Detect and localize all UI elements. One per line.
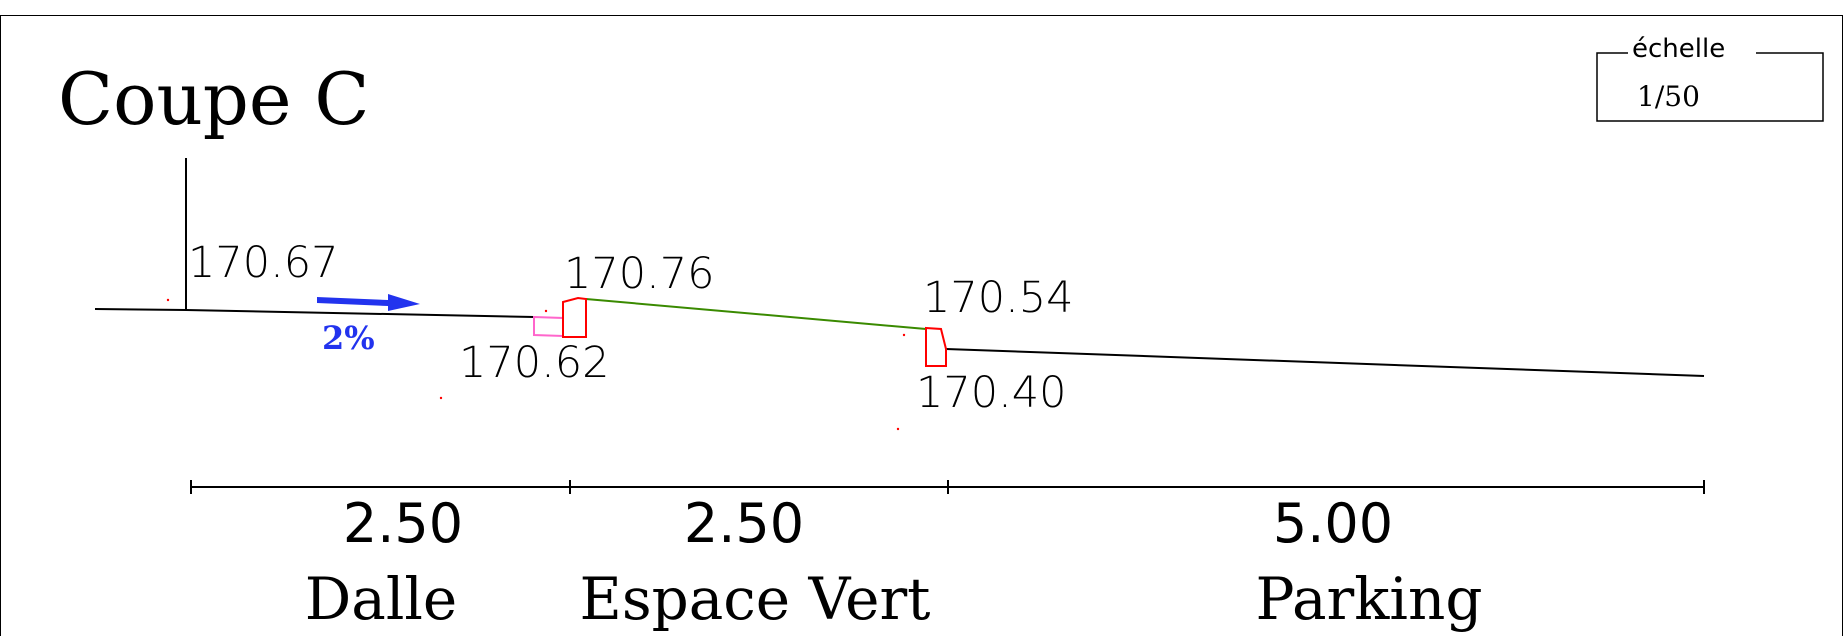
slope-indicator: 2% [317,294,420,357]
scale-label: échelle [1632,34,1725,64]
zone-label: Parking [1256,565,1483,633]
drawing-frame [0,15,1843,636]
dimension-value: 5.00 [1273,492,1393,555]
curb-right [925,326,947,367]
dimension-values: 2.50 2.50 5.00 [343,492,1393,555]
dimension-value: 2.50 [343,492,463,555]
green-space-line [585,298,927,330]
dimension-line [190,480,1705,494]
survey-points [166,298,906,431]
slope-arrow-icon [317,294,420,311]
pavement-edge [533,315,564,338]
elevation-label: 170.40 [916,368,1066,418]
section-title: Coupe C [58,57,369,141]
scale-box: échelle 1/50 [1596,34,1824,122]
survey-point [544,309,548,313]
scale-box-border [1596,52,1824,122]
elevation-labels: 170.67 170.76 170.62 170.54 170.40 [188,238,1073,418]
ground-profile [94,158,1705,377]
survey-point [902,333,906,337]
survey-point [896,427,900,431]
elevation-label: 170.67 [188,238,338,288]
survey-point [439,396,443,400]
slope-label: 2% [322,319,375,357]
zone-label: Dalle [305,565,458,633]
elevation-label: 170.54 [923,273,1073,323]
ground-line-left [94,308,187,311]
zone-labels: Dalle Espace Vert Parking [305,565,1483,633]
scale-value: 1/50 [1637,80,1700,113]
slab-line [185,309,535,318]
elevation-label: 170.76 [564,249,714,299]
elevation-label: 170.62 [459,338,609,388]
dimension-value: 2.50 [684,492,804,555]
survey-point [166,298,170,302]
curb-left [562,296,587,338]
zone-label: Espace Vert [580,565,931,633]
parking-line [945,348,1705,377]
